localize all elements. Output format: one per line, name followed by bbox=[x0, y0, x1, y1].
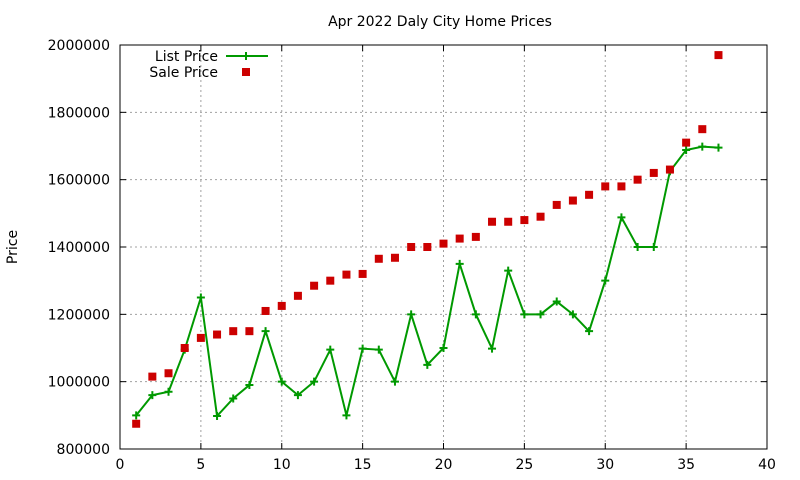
list-price-point bbox=[504, 266, 513, 275]
sale-price-point bbox=[423, 243, 432, 251]
legend: List Price Sale Price bbox=[149, 49, 268, 81]
sale-price-point bbox=[180, 344, 189, 352]
x-tick-label: 30 bbox=[596, 457, 614, 473]
sale-price-point bbox=[714, 51, 723, 60]
list-price-point bbox=[601, 276, 610, 285]
sale-price-point bbox=[471, 232, 480, 241]
list-price-point bbox=[633, 243, 642, 251]
list-price-point bbox=[148, 391, 157, 400]
y-tick-label: 2000000 bbox=[48, 38, 110, 54]
list-price-point bbox=[471, 310, 480, 319]
sale-price-point bbox=[261, 306, 270, 315]
list-price-point bbox=[326, 345, 335, 354]
sale-price-point bbox=[568, 196, 577, 205]
sale-price-point bbox=[326, 276, 335, 285]
legend-marker-sale-price bbox=[242, 68, 250, 76]
sale-price-point bbox=[196, 333, 205, 342]
list-price-point bbox=[617, 213, 626, 222]
sale-price-point bbox=[293, 291, 302, 300]
sale-price-point bbox=[488, 217, 497, 226]
sale-price-point bbox=[617, 182, 626, 191]
chart-title: Apr 2022 Daly City Home Prices bbox=[328, 14, 552, 30]
sale-price-point bbox=[552, 200, 561, 209]
y-tick-label: 1800000 bbox=[48, 105, 110, 121]
list-price-point bbox=[552, 297, 561, 306]
sale-price-point bbox=[229, 327, 238, 336]
sale-price-point bbox=[148, 372, 157, 381]
y-tick-label: 1200000 bbox=[48, 307, 110, 323]
axis-ticks: 0 5 10 15 20 25 30 35 40 800000 1000000 1200000 1400… bbox=[48, 38, 776, 473]
list-price-point bbox=[245, 381, 254, 390]
x-tick-label: 0 bbox=[116, 457, 125, 473]
legend-label-sale-price: Sale Price bbox=[149, 65, 218, 81]
list-price-point bbox=[342, 411, 351, 420]
sale-price-point bbox=[358, 269, 367, 278]
list-price-point bbox=[374, 345, 383, 354]
list-price-point bbox=[196, 293, 205, 302]
sale-price-point bbox=[374, 254, 383, 263]
y-tick-label: 1000000 bbox=[48, 375, 110, 391]
sale-price-point bbox=[213, 330, 222, 339]
sale-price-point bbox=[585, 190, 594, 199]
list-price-point bbox=[585, 327, 594, 336]
list-price-point bbox=[358, 344, 367, 353]
list-price-point bbox=[164, 387, 173, 396]
list-price-point bbox=[132, 411, 141, 420]
x-tick-label: 40 bbox=[758, 457, 776, 473]
list-price-point bbox=[229, 394, 238, 403]
sale-price-point bbox=[520, 216, 529, 225]
list-price-point bbox=[310, 377, 319, 386]
list-price-point bbox=[390, 377, 399, 386]
sale-price-point bbox=[277, 301, 286, 310]
list-price-point bbox=[293, 391, 302, 400]
list-price-point bbox=[682, 146, 691, 155]
list-price-point bbox=[536, 310, 545, 319]
sale-price-point bbox=[390, 253, 399, 262]
list-price-point bbox=[213, 412, 222, 421]
x-tick-label: 20 bbox=[435, 457, 453, 473]
sale-price-point bbox=[698, 125, 707, 134]
list-price-point bbox=[277, 377, 286, 386]
sale-price-point bbox=[665, 165, 674, 174]
sale-price-point bbox=[633, 175, 642, 184]
x-tick-label: 35 bbox=[677, 457, 695, 473]
y-tick-label: 1400000 bbox=[48, 240, 110, 256]
sale-price-point bbox=[536, 212, 545, 221]
sale-price-point bbox=[132, 419, 141, 428]
sale-price-point bbox=[310, 281, 319, 290]
sale-price-point bbox=[407, 243, 416, 251]
x-tick-label: 25 bbox=[515, 457, 533, 473]
sale-price-point bbox=[342, 270, 351, 279]
sale-price-point bbox=[164, 369, 173, 378]
sale-price-point bbox=[682, 138, 691, 147]
list-price-point bbox=[568, 310, 577, 319]
sale-price-point bbox=[601, 182, 610, 191]
sale-price-point bbox=[504, 217, 513, 226]
x-tick-label: 15 bbox=[354, 457, 372, 473]
list-price-point bbox=[649, 243, 658, 251]
list-price-point bbox=[520, 310, 529, 319]
x-tick-label: 5 bbox=[196, 457, 205, 473]
y-tick-label: 1600000 bbox=[48, 173, 110, 189]
list-price-point bbox=[261, 327, 270, 336]
list-price-point bbox=[423, 360, 432, 369]
list-price-point bbox=[455, 259, 464, 268]
list-price-point bbox=[698, 142, 707, 151]
list-price-point bbox=[714, 143, 723, 152]
sale-price-point bbox=[439, 239, 448, 248]
sale-price-point bbox=[649, 168, 658, 177]
series-layer bbox=[132, 51, 723, 428]
sale-price-point bbox=[245, 327, 254, 336]
y-tick-label: 800000 bbox=[57, 442, 110, 458]
list-price-point bbox=[407, 310, 416, 319]
x-tick-label: 10 bbox=[273, 457, 291, 473]
series-line-list-price bbox=[135, 145, 719, 419]
sale-price-point bbox=[455, 234, 464, 243]
list-price-point bbox=[488, 344, 497, 353]
legend-marker-list-price bbox=[242, 52, 250, 60]
legend-label-list-price: List Price bbox=[155, 49, 218, 65]
list-price-point bbox=[439, 344, 448, 352]
y-axis-label: Price bbox=[5, 230, 21, 264]
